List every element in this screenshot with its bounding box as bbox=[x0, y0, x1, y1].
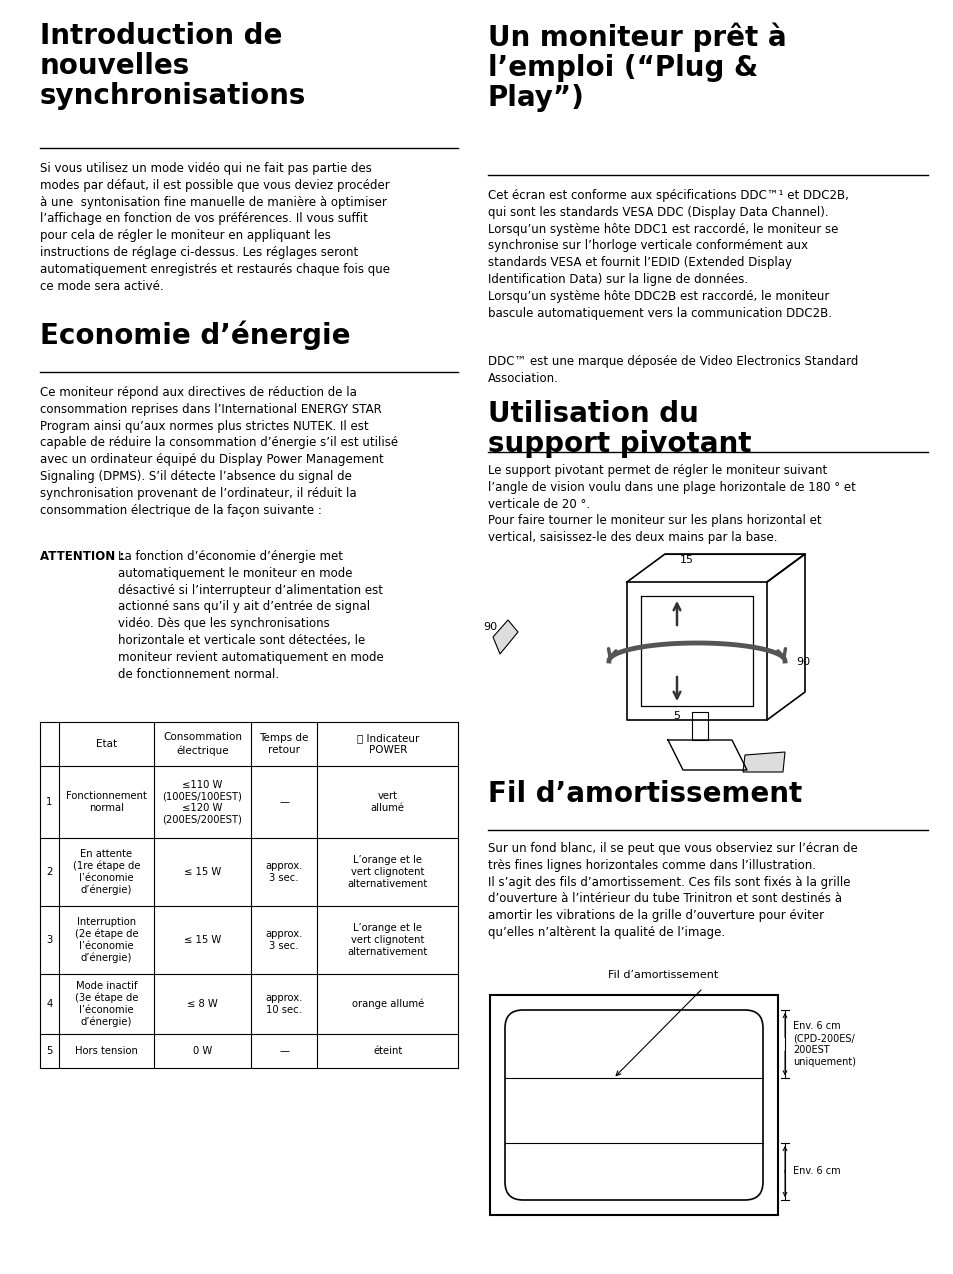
Text: ≤ 8 W: ≤ 8 W bbox=[187, 999, 217, 1009]
Text: Etat: Etat bbox=[96, 739, 117, 749]
Text: Si vous utilisez un mode vidéo qui ne fait pas partie des
modes par défaut, il e: Si vous utilisez un mode vidéo qui ne fa… bbox=[40, 162, 390, 293]
Text: ⏻ Indicateur
POWER: ⏻ Indicateur POWER bbox=[356, 733, 418, 755]
Text: 2: 2 bbox=[47, 868, 52, 877]
Text: Env. 6 cm
(CPD-200ES/
200EST
uniquement): Env. 6 cm (CPD-200ES/ 200EST uniquement) bbox=[792, 1022, 855, 1068]
Text: —: — bbox=[279, 798, 289, 806]
Text: 5: 5 bbox=[673, 711, 679, 721]
Text: —: — bbox=[279, 1046, 289, 1056]
Text: 1: 1 bbox=[47, 798, 52, 806]
Text: 0 W: 0 W bbox=[193, 1046, 212, 1056]
Text: Fil d’amortissement: Fil d’amortissement bbox=[607, 970, 718, 980]
Bar bbox=[490, 995, 778, 1215]
FancyBboxPatch shape bbox=[504, 1010, 762, 1200]
Text: Utilisation du
support pivotant: Utilisation du support pivotant bbox=[488, 400, 751, 459]
Text: approx.
3 sec.: approx. 3 sec. bbox=[265, 861, 302, 883]
Text: approx.
10 sec.: approx. 10 sec. bbox=[265, 994, 302, 1015]
Text: Mode inactif
(3e étape de
l’économie
d’énergie): Mode inactif (3e étape de l’économie d’é… bbox=[74, 981, 138, 1027]
Text: Fonctionnement
normal: Fonctionnement normal bbox=[66, 791, 147, 813]
Text: L’orange et le
vert clignotent
alternativement: L’orange et le vert clignotent alternati… bbox=[347, 924, 427, 957]
Text: ≤ 15 W: ≤ 15 W bbox=[184, 935, 221, 945]
Text: éteint: éteint bbox=[373, 1046, 402, 1056]
Text: Ce moniteur répond aux directives de réduction de la
consommation reprises dans : Ce moniteur répond aux directives de réd… bbox=[40, 386, 397, 516]
Text: Env. 6 cm: Env. 6 cm bbox=[792, 1167, 840, 1176]
Text: 90: 90 bbox=[795, 657, 809, 668]
Text: Temps de
retour: Temps de retour bbox=[259, 733, 309, 755]
Text: Hors tension: Hors tension bbox=[75, 1046, 138, 1056]
Polygon shape bbox=[742, 752, 784, 772]
Text: 4: 4 bbox=[47, 999, 52, 1009]
Text: ATTENTION :: ATTENTION : bbox=[40, 550, 129, 563]
Text: Un moniteur prêt à
l’emploi (“Plug &
Play”): Un moniteur prêt à l’emploi (“Plug & Pla… bbox=[488, 22, 786, 112]
Text: ≤110 W
(100ES/100EST)
≤120 W
(200ES/200EST): ≤110 W (100ES/100EST) ≤120 W (200ES/200E… bbox=[162, 780, 242, 824]
Text: DDC™ est une marque déposée de Video Electronics Standard
Association.: DDC™ est une marque déposée de Video Ele… bbox=[488, 355, 858, 385]
Text: L’orange et le
vert clignotent
alternativement: L’orange et le vert clignotent alternati… bbox=[347, 855, 427, 888]
Text: La fonction d’économie d’énergie met
automatiquement le moniteur en mode
désacti: La fonction d’économie d’énergie met aut… bbox=[118, 550, 383, 680]
Text: Introduction de
nouvelles
synchronisations: Introduction de nouvelles synchronisatio… bbox=[40, 22, 306, 111]
Text: vert
allumé: vert allumé bbox=[371, 791, 404, 813]
Text: 90: 90 bbox=[482, 622, 497, 632]
Text: approx.
3 sec.: approx. 3 sec. bbox=[265, 929, 302, 950]
Text: Economie d’énergie: Economie d’énergie bbox=[40, 320, 350, 349]
Polygon shape bbox=[493, 620, 517, 654]
Text: En attente
(1re étape de
l’économie
d’énergie): En attente (1re étape de l’économie d’én… bbox=[72, 848, 140, 896]
Text: Consommation
électrique: Consommation électrique bbox=[163, 733, 242, 755]
Text: 3: 3 bbox=[47, 935, 52, 945]
Text: orange allumé: orange allumé bbox=[352, 999, 423, 1009]
Text: Le support pivotant permet de régler le moniteur suivant
l’angle de vision voulu: Le support pivotant permet de régler le … bbox=[488, 464, 855, 544]
Text: Sur un fond blanc, il se peut que vous observiez sur l’écran de
très fines ligne: Sur un fond blanc, il se peut que vous o… bbox=[488, 842, 857, 939]
Text: 5: 5 bbox=[47, 1046, 52, 1056]
Text: Fil d’amortissement: Fil d’amortissement bbox=[488, 780, 801, 808]
Text: Cet écran est conforme aux spécifications DDC™¹ et DDC2B,
qui sont les standards: Cet écran est conforme aux spécification… bbox=[488, 189, 848, 320]
Text: Interruption
(2e étape de
l’économie
d’énergie): Interruption (2e étape de l’économie d’é… bbox=[74, 917, 138, 963]
Text: 15: 15 bbox=[679, 555, 693, 564]
Text: ≤ 15 W: ≤ 15 W bbox=[184, 868, 221, 877]
